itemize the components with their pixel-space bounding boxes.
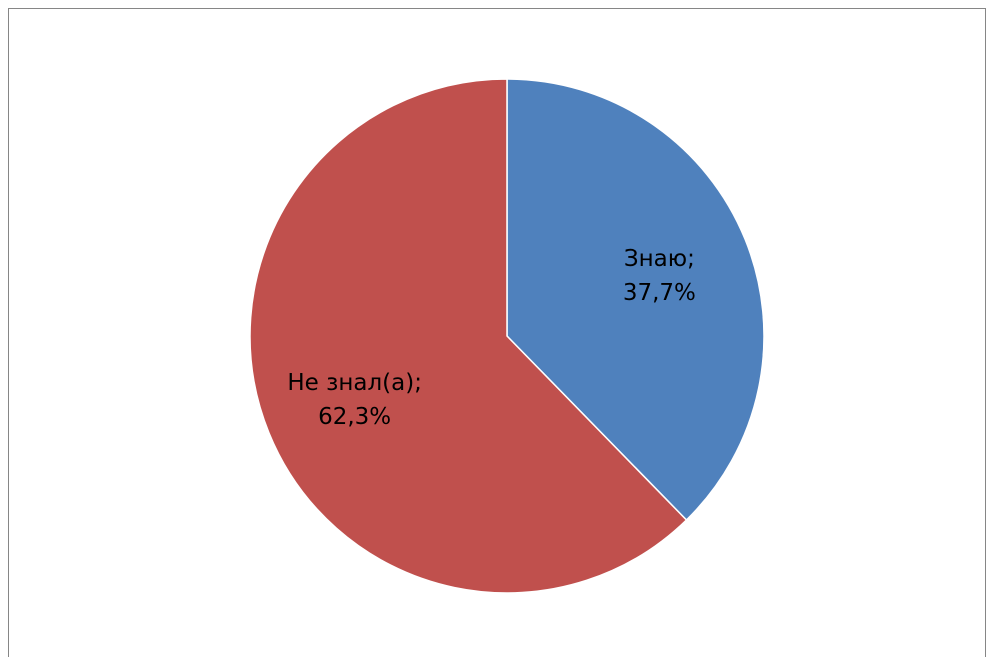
data-label-value: 37,7% [623, 280, 696, 306]
pie-slice-1 [506, 78, 765, 522]
chart-area: Знаю; 37,7% Не знал(а); 62,3% [8, 8, 986, 657]
data-label-1: Знаю; 37,7% [623, 246, 696, 306]
data-label-category: Не знал(а); [287, 370, 422, 396]
data-label-value: 62,3% [318, 404, 391, 430]
data-label-category: Знаю; [624, 246, 695, 272]
pie-chart: Знаю; 37,7% Не знал(а); 62,3% [249, 78, 765, 594]
pie-slice-2 [249, 78, 688, 594]
data-label-2: Не знал(а); 62,3% [287, 370, 422, 430]
